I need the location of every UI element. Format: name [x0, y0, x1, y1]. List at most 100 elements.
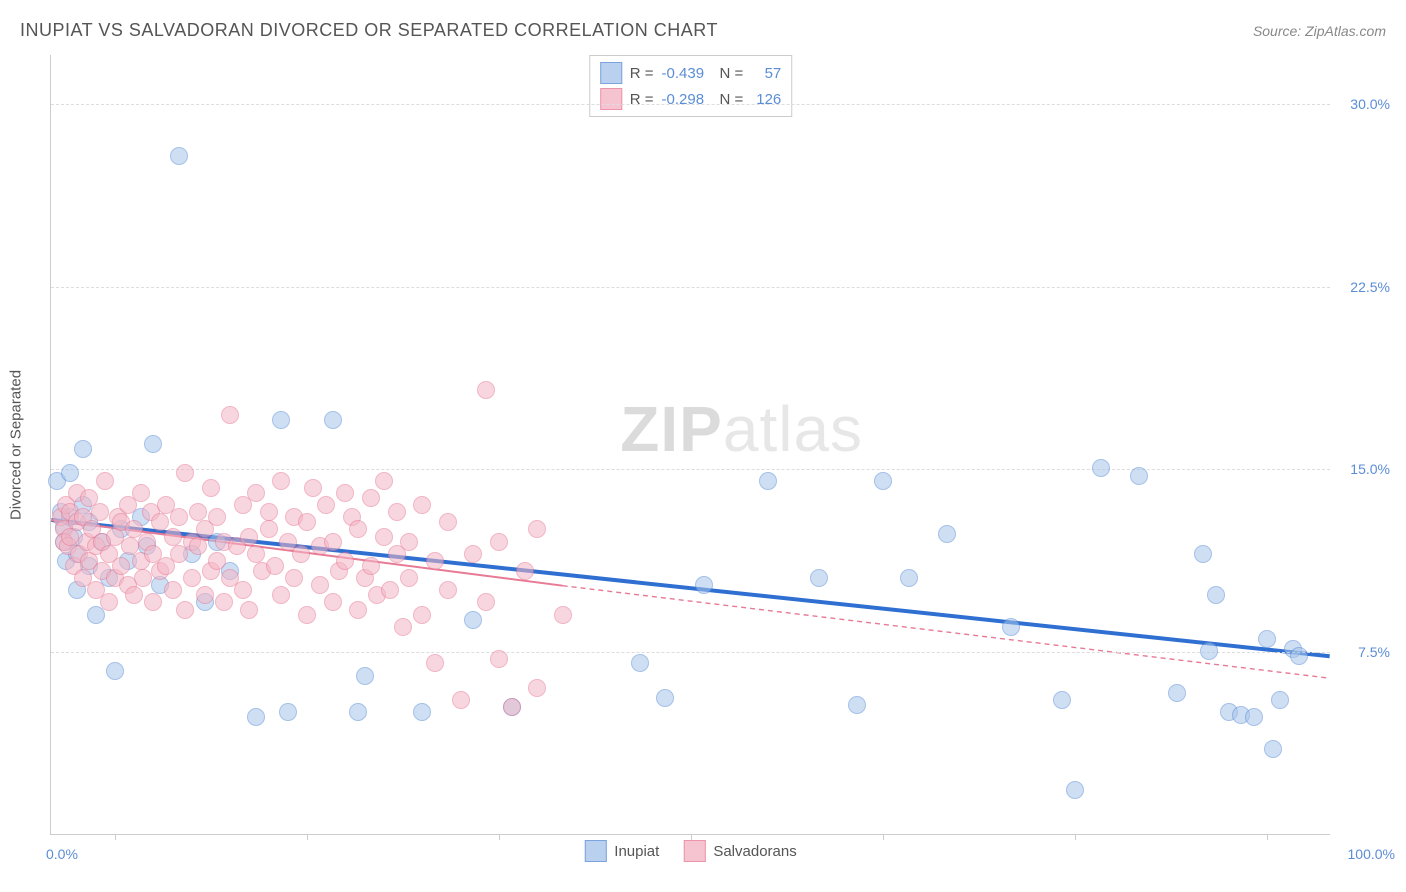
data-point [349, 520, 367, 538]
chart-plot-area: Divorced or Separated ZIPatlas R =-0.439… [50, 55, 1330, 835]
data-point [336, 484, 354, 502]
data-point [336, 552, 354, 570]
data-point [356, 667, 374, 685]
data-point [266, 557, 284, 575]
data-point [298, 513, 316, 531]
data-point [176, 464, 194, 482]
x-axis-max-label: 100.0% [1348, 846, 1395, 862]
data-point [1130, 467, 1148, 485]
stats-legend-row: R =-0.439N =57 [600, 60, 782, 86]
data-point [112, 557, 130, 575]
data-point [272, 586, 290, 604]
legend-swatch [600, 88, 622, 110]
data-point [176, 601, 194, 619]
y-tick-label: 30.0% [1335, 96, 1390, 112]
data-point [311, 576, 329, 594]
data-point [151, 513, 169, 531]
data-point [1053, 691, 1071, 709]
data-point [1200, 642, 1218, 660]
x-tick [691, 834, 692, 840]
data-point [362, 557, 380, 575]
data-point [349, 601, 367, 619]
data-point [381, 581, 399, 599]
data-point [208, 552, 226, 570]
data-point [426, 552, 444, 570]
data-point [388, 503, 406, 521]
data-point [144, 593, 162, 611]
data-point [631, 654, 649, 672]
r-value: -0.439 [662, 65, 712, 82]
data-point [1264, 740, 1282, 758]
gridline [51, 652, 1330, 653]
n-value: 57 [751, 65, 781, 82]
legend-swatch [584, 840, 606, 862]
data-point [324, 593, 342, 611]
data-point [260, 520, 278, 538]
y-tick-label: 15.0% [1335, 461, 1390, 477]
data-point [1271, 691, 1289, 709]
data-point [240, 528, 258, 546]
n-label: N = [720, 91, 744, 108]
data-point [362, 489, 380, 507]
data-point [298, 606, 316, 624]
x-tick [883, 834, 884, 840]
n-value: 126 [751, 91, 781, 108]
gridline [51, 287, 1330, 288]
n-label: N = [720, 65, 744, 82]
legend-label: Inupiat [614, 843, 659, 860]
data-point [413, 703, 431, 721]
data-point [134, 569, 152, 587]
data-point [375, 528, 393, 546]
data-point [125, 586, 143, 604]
data-point [1258, 630, 1276, 648]
data-point [516, 562, 534, 580]
data-point [810, 569, 828, 587]
y-tick-label: 7.5% [1335, 644, 1390, 660]
data-point [452, 691, 470, 709]
y-axis-title: Divorced or Separated [8, 369, 25, 519]
data-point [554, 606, 572, 624]
data-point [1290, 647, 1308, 665]
data-point [144, 435, 162, 453]
x-tick [1075, 834, 1076, 840]
data-point [528, 520, 546, 538]
data-point [477, 593, 495, 611]
data-point [1194, 545, 1212, 563]
data-point [285, 569, 303, 587]
series-legend: Inupiat Salvadorans [584, 840, 796, 862]
data-point [656, 689, 674, 707]
data-point [164, 581, 182, 599]
data-point [375, 472, 393, 490]
data-point [439, 513, 457, 531]
data-point [100, 593, 118, 611]
data-point [695, 576, 713, 594]
data-point [106, 662, 124, 680]
x-tick [307, 834, 308, 840]
data-point [196, 586, 214, 604]
data-point [202, 479, 220, 497]
data-point [477, 381, 495, 399]
data-point [215, 593, 233, 611]
data-point [349, 703, 367, 721]
data-point [208, 508, 226, 526]
data-point [132, 484, 150, 502]
data-point [464, 611, 482, 629]
data-point [490, 533, 508, 551]
data-point [221, 406, 239, 424]
data-point [900, 569, 918, 587]
watermark: ZIPatlas [620, 392, 863, 466]
data-point [189, 503, 207, 521]
data-point [759, 472, 777, 490]
data-point [234, 581, 252, 599]
legend-swatch [683, 840, 705, 862]
data-point [848, 696, 866, 714]
data-point [183, 569, 201, 587]
data-point [260, 503, 278, 521]
chart-header: INUPIAT VS SALVADORAN DIVORCED OR SEPARA… [20, 20, 1386, 41]
data-point [247, 545, 265, 563]
legend-label: Salvadorans [713, 843, 796, 860]
data-point [96, 472, 114, 490]
data-point [1002, 618, 1020, 636]
legend-item: Salvadorans [683, 840, 796, 862]
r-value: -0.298 [662, 91, 712, 108]
